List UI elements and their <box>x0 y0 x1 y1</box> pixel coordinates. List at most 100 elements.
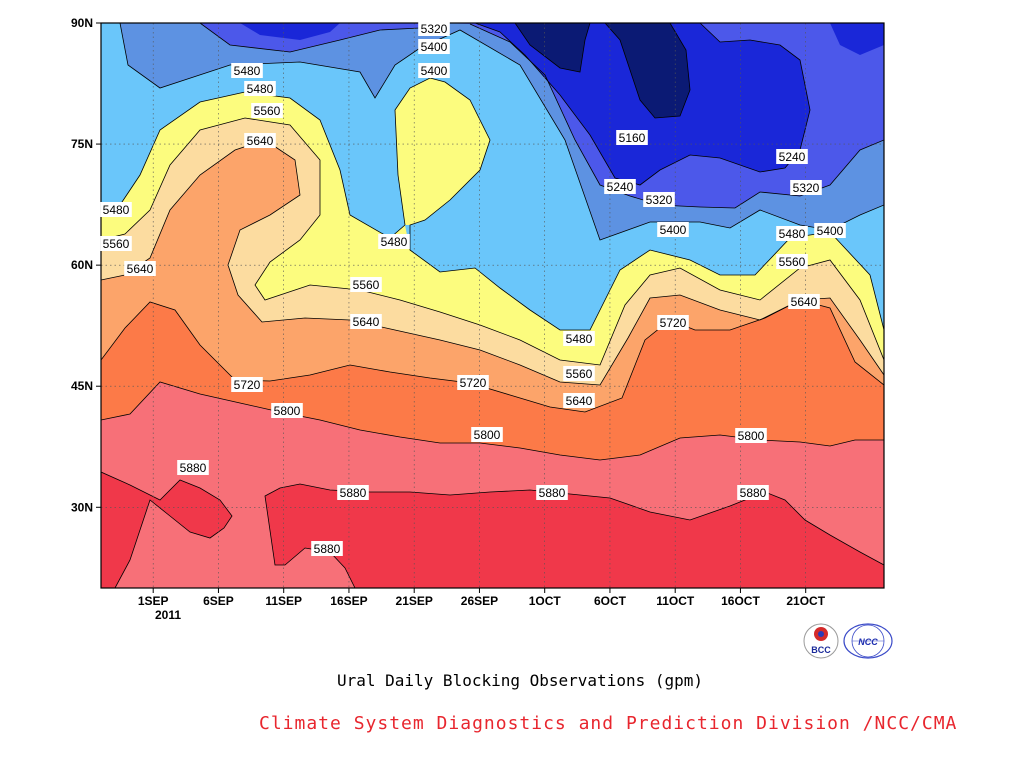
contour-label: 5880 <box>314 542 341 556</box>
contour-label: 5720 <box>234 378 261 392</box>
x-tick-label: 11SEP <box>265 594 302 608</box>
contour-fills <box>101 23 884 588</box>
contour-label-background <box>737 485 769 500</box>
contour-label-background <box>563 366 595 381</box>
contour-label-background <box>244 81 276 96</box>
contour-label-background <box>457 375 489 390</box>
x-tick-label: 21OCT <box>786 594 825 608</box>
contour-label-background <box>231 63 263 78</box>
contour-label: 5160 <box>619 131 646 145</box>
band-above-5880 <box>101 472 884 588</box>
band-below-5160 <box>515 23 690 118</box>
band-5160-5240 <box>240 23 884 185</box>
contour-label: 5800 <box>274 404 301 418</box>
contour-label: 5640 <box>127 262 154 276</box>
contour-label: 5560 <box>779 255 806 269</box>
contour-label-background <box>177 460 209 475</box>
contour-label-background <box>251 103 283 118</box>
contour-label: 5720 <box>660 316 687 330</box>
contour-label-background <box>776 149 808 164</box>
contour-label-background <box>536 485 568 500</box>
contour-label-background <box>563 393 595 408</box>
x-tick-label: 11OCT <box>656 594 695 608</box>
contour-label-background <box>231 377 263 392</box>
contour-label: 5320 <box>793 181 820 195</box>
contour-label-background <box>418 39 450 54</box>
contour-label-background <box>657 315 689 330</box>
contour-label-background <box>418 21 450 36</box>
contour-label-background <box>788 294 820 309</box>
x-tick-label: 6SEP <box>203 594 234 608</box>
contour-label: 5240 <box>607 180 634 194</box>
credit-line: Climate System Diagnostics and Predictio… <box>259 713 958 734</box>
x-tick-label: 6OCT <box>594 594 627 608</box>
contour-label: 5320 <box>421 22 448 36</box>
contour-label-background <box>604 179 636 194</box>
contour-label-background <box>790 180 822 195</box>
contour-label: 5720 <box>460 376 487 390</box>
contour-label: 5480 <box>103 203 130 217</box>
contour-label-background <box>100 236 132 251</box>
contour-label-background <box>378 234 410 249</box>
contour-labels: 5320 5400 5480 5400 5480 5560 5640 5480 5560 5640… <box>100 21 846 556</box>
y-tick-label: 90N <box>71 16 93 30</box>
contour-label-background <box>735 428 767 443</box>
contour-label-background <box>814 223 846 238</box>
contour-label-background <box>776 254 808 269</box>
contour-label-background <box>244 133 276 148</box>
contour-label: 5480 <box>566 332 593 346</box>
x-tick-label: 26SEP <box>461 594 498 608</box>
contour-label: 5320 <box>646 193 673 207</box>
y-tick-label: 60N <box>71 258 93 272</box>
contour-label: 5880 <box>740 486 767 500</box>
contour-label-background <box>337 485 369 500</box>
x-axis: 1SEP 6SEP 11SEP 16SEP 21SEP 26SEP 1OCT 6OCT 11OC… <box>138 588 826 608</box>
contour-label: 5400 <box>421 64 448 78</box>
contour-label: 5560 <box>103 237 130 251</box>
contour-label: 5480 <box>779 227 806 241</box>
contour-label-background <box>616 130 648 145</box>
contour-label-background <box>418 63 450 78</box>
contour-label: 5480 <box>381 235 408 249</box>
chart-title: Ural Daily Blocking Observations (gpm) <box>336 671 704 690</box>
contour-label-background <box>311 541 343 556</box>
contour-label: 5640 <box>353 315 380 329</box>
contour-label: 5560 <box>566 367 593 381</box>
x-tick-label: 21SEP <box>396 594 433 608</box>
contour-label-background <box>100 202 132 217</box>
bcc-logo: BCC <box>803 623 839 659</box>
bcc-logo-text: BCC <box>811 645 831 655</box>
ncc-logo: NCC <box>843 623 893 659</box>
contour-label: 5640 <box>791 295 818 309</box>
y-tick-label: 45N <box>71 379 93 393</box>
contour-label-background <box>471 427 503 442</box>
contour-label: 5800 <box>738 429 765 443</box>
y-tick-label: 30N <box>71 500 93 514</box>
y-tick-label: 75N <box>71 137 93 151</box>
x-axis-year-label: 2011 <box>155 608 181 622</box>
x-tick-label: 1SEP <box>138 594 169 608</box>
contour-label: 5560 <box>254 104 281 118</box>
contour-label: 5800 <box>474 428 501 442</box>
contour-label-background <box>776 226 808 241</box>
contour-label-background <box>643 192 675 207</box>
plot-frame <box>100 22 885 589</box>
contour-label: 5400 <box>817 224 844 238</box>
contour-label: 5880 <box>539 486 566 500</box>
contour-label-background <box>271 403 303 418</box>
contour-label: 5880 <box>340 486 367 500</box>
contour-label: 5640 <box>247 134 274 148</box>
contour-label: 5560 <box>353 278 380 292</box>
x-tick-label: 16SEP <box>330 594 367 608</box>
contour-label-background <box>657 222 689 237</box>
contour-label-background <box>350 277 382 292</box>
contour-label: 5240 <box>779 150 806 164</box>
contour-label-background <box>563 331 595 346</box>
contour-label: 5400 <box>421 40 448 54</box>
x-tick-label: 1OCT <box>529 594 562 608</box>
contour-label-background <box>350 314 382 329</box>
contour-label: 5480 <box>234 64 261 78</box>
x-tick-label: 16OCT <box>721 594 760 608</box>
y-axis: 30N 45N 60N 75N 90N <box>71 16 101 514</box>
